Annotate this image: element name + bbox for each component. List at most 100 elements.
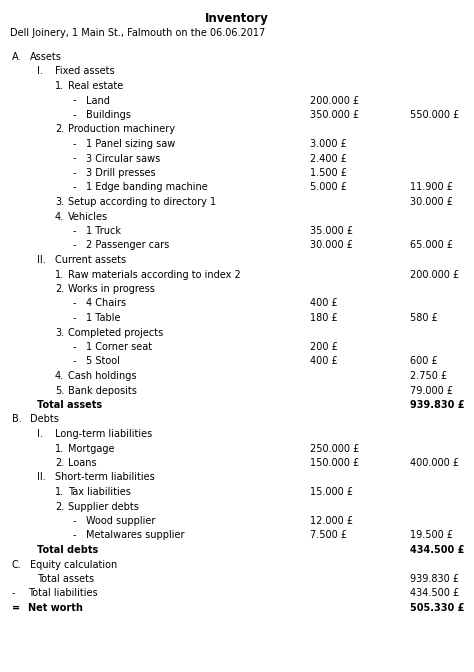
Text: Production machinery: Production machinery [68, 124, 174, 134]
Text: Buildings: Buildings [86, 110, 130, 120]
Text: -: - [73, 298, 76, 308]
Text: 3.: 3. [55, 197, 64, 207]
Text: Mortgage: Mortgage [68, 444, 114, 454]
Text: 150.000 £: 150.000 £ [310, 458, 359, 468]
Text: -: - [73, 153, 76, 163]
Text: Total assets: Total assets [37, 574, 94, 584]
Text: Loans: Loans [68, 458, 96, 468]
Text: 1 Panel sizing saw: 1 Panel sizing saw [86, 139, 175, 149]
Text: 939.830 £: 939.830 £ [410, 574, 459, 584]
Text: B.: B. [12, 415, 22, 425]
Text: 200 £: 200 £ [310, 342, 338, 352]
Text: 11.900 £: 11.900 £ [410, 183, 453, 192]
Text: 2.: 2. [55, 284, 64, 294]
Text: -: - [73, 313, 76, 323]
Text: Inventory: Inventory [205, 12, 269, 25]
Text: C.: C. [12, 560, 22, 569]
Text: 2.400 £: 2.400 £ [310, 153, 347, 163]
Text: =: = [12, 603, 20, 613]
Text: 939.830 £: 939.830 £ [410, 400, 465, 410]
Text: 200.000 £: 200.000 £ [310, 95, 359, 106]
Text: 12.000 £: 12.000 £ [310, 516, 353, 526]
Text: Equity calculation: Equity calculation [30, 560, 117, 569]
Text: 1 Truck: 1 Truck [86, 226, 120, 236]
Text: 1.: 1. [55, 487, 64, 497]
Text: 3.: 3. [55, 327, 64, 337]
Text: Current assets: Current assets [55, 255, 126, 265]
Text: 7.500 £: 7.500 £ [310, 530, 347, 540]
Text: 35.000 £: 35.000 £ [310, 226, 353, 236]
Text: 4.: 4. [55, 212, 64, 222]
Text: Net worth: Net worth [28, 603, 83, 613]
Text: Raw materials according to index 2: Raw materials according to index 2 [68, 269, 240, 280]
Text: 1 Edge banding machine: 1 Edge banding machine [86, 183, 207, 192]
Text: A.: A. [12, 52, 21, 62]
Text: Tax liabilities: Tax liabilities [68, 487, 130, 497]
Text: I.: I. [37, 429, 43, 439]
Text: -: - [73, 241, 76, 251]
Text: -: - [73, 530, 76, 540]
Text: 434.500 £: 434.500 £ [410, 589, 459, 599]
Text: 1.: 1. [55, 81, 64, 91]
Text: 19.500 £: 19.500 £ [410, 530, 453, 540]
Text: 65.000 £: 65.000 £ [410, 241, 453, 251]
Text: 2 Passenger cars: 2 Passenger cars [86, 241, 169, 251]
Text: -: - [73, 342, 76, 352]
Text: 2.: 2. [55, 124, 64, 134]
Text: Long-term liabilities: Long-term liabilities [55, 429, 152, 439]
Text: I.: I. [37, 67, 43, 77]
Text: 2.750 £: 2.750 £ [410, 371, 447, 381]
Text: -: - [73, 168, 76, 178]
Text: -: - [73, 110, 76, 120]
Text: II.: II. [37, 472, 46, 482]
Text: 4.: 4. [55, 371, 64, 381]
Text: 1.: 1. [55, 444, 64, 454]
Text: Assets: Assets [30, 52, 62, 62]
Text: 2.: 2. [55, 458, 64, 468]
Text: 1 Corner seat: 1 Corner seat [86, 342, 152, 352]
Text: 30.000 £: 30.000 £ [310, 241, 353, 251]
Text: -: - [73, 226, 76, 236]
Text: Vehicles: Vehicles [68, 212, 108, 222]
Text: 15.000 £: 15.000 £ [310, 487, 353, 497]
Text: Bank deposits: Bank deposits [68, 386, 137, 396]
Text: 350.000 £: 350.000 £ [310, 110, 359, 120]
Text: Works in progress: Works in progress [68, 284, 155, 294]
Text: II.: II. [37, 255, 46, 265]
Text: -: - [73, 516, 76, 526]
Text: Short-term liabilities: Short-term liabilities [55, 472, 155, 482]
Text: 250.000 £: 250.000 £ [310, 444, 359, 454]
Text: 180 £: 180 £ [310, 313, 338, 323]
Text: 505.330 £: 505.330 £ [410, 603, 465, 613]
Text: 79.000 £: 79.000 £ [410, 386, 453, 396]
Text: 400.000 £: 400.000 £ [410, 458, 459, 468]
Text: 5.000 £: 5.000 £ [310, 183, 347, 192]
Text: Setup according to directory 1: Setup according to directory 1 [68, 197, 216, 207]
Text: 580 £: 580 £ [410, 313, 438, 323]
Text: 3.000 £: 3.000 £ [310, 139, 347, 149]
Text: Total debts: Total debts [37, 545, 98, 555]
Text: -: - [12, 589, 16, 599]
Text: -: - [73, 139, 76, 149]
Text: Fixed assets: Fixed assets [55, 67, 115, 77]
Text: Total liabilities: Total liabilities [28, 589, 98, 599]
Text: 5.: 5. [55, 386, 64, 396]
Text: 4 Chairs: 4 Chairs [86, 298, 126, 308]
Text: Debts: Debts [30, 415, 59, 425]
Text: 1 Table: 1 Table [86, 313, 120, 323]
Text: 600 £: 600 £ [410, 357, 438, 366]
Text: 2.: 2. [55, 501, 64, 511]
Text: Supplier debts: Supplier debts [68, 501, 138, 511]
Text: Completed projects: Completed projects [68, 327, 163, 337]
Text: 200.000 £: 200.000 £ [410, 269, 459, 280]
Text: 3 Drill presses: 3 Drill presses [86, 168, 155, 178]
Text: 30.000 £: 30.000 £ [410, 197, 453, 207]
Text: 1.500 £: 1.500 £ [310, 168, 347, 178]
Text: 400 £: 400 £ [310, 298, 338, 308]
Text: Dell Joinery, 1 Main St., Falmouth on the 06.06.2017: Dell Joinery, 1 Main St., Falmouth on th… [10, 28, 265, 38]
Text: 1.: 1. [55, 269, 64, 280]
Text: Real estate: Real estate [68, 81, 123, 91]
Text: Total assets: Total assets [37, 400, 102, 410]
Text: 550.000 £: 550.000 £ [410, 110, 459, 120]
Text: 434.500 £: 434.500 £ [410, 545, 465, 555]
